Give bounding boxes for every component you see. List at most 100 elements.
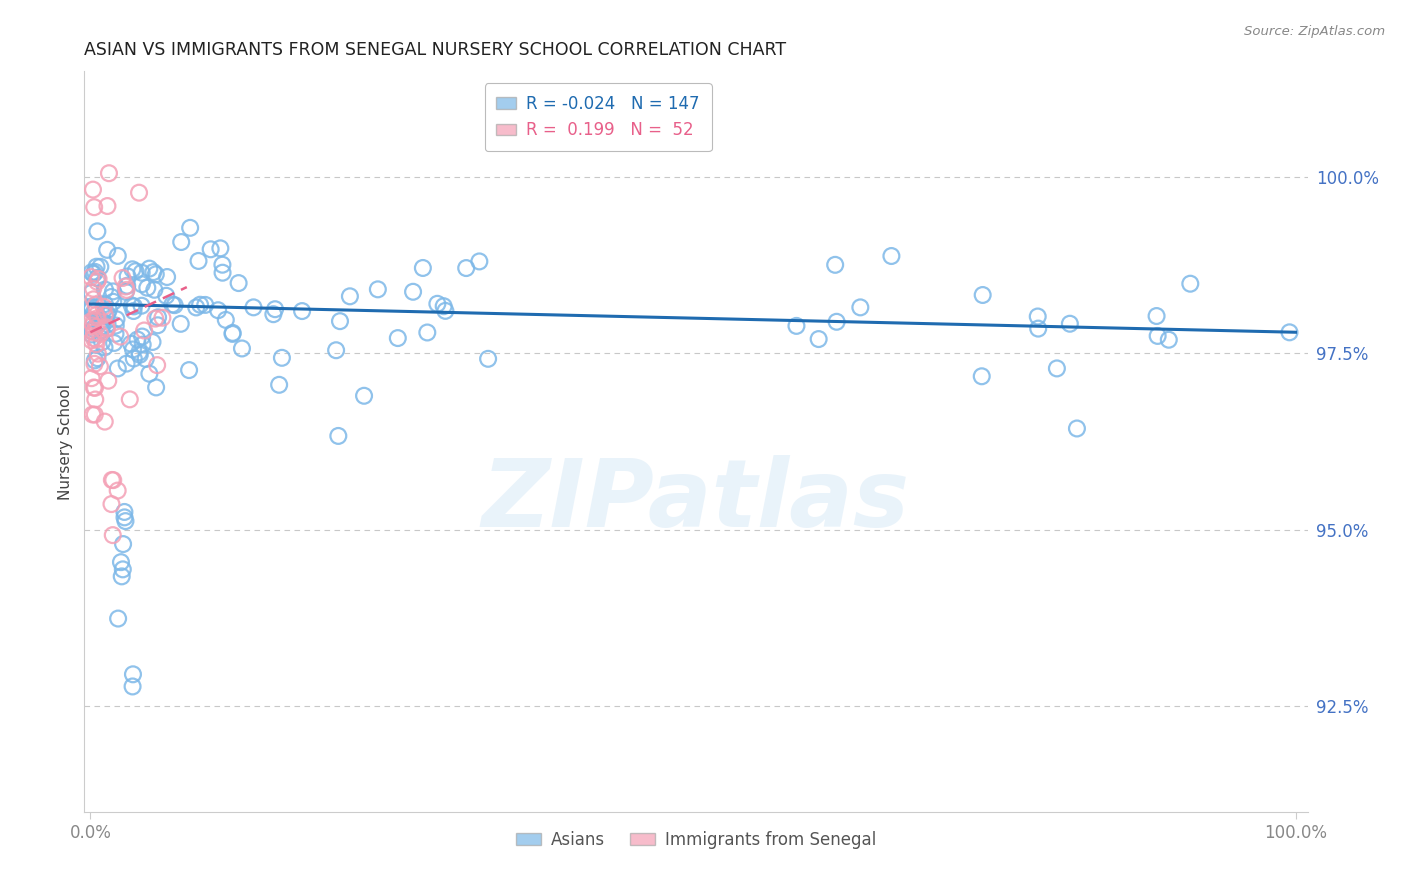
Point (83, 305, 105, 319)
Point (96, 322, 118, 336)
Point (264, 302, 287, 317)
Point (94, 297, 117, 311)
Point (143, 311, 166, 326)
Point (114, 279, 136, 293)
Point (426, 297, 449, 311)
Point (80, 285, 103, 300)
Point (94, 415, 117, 429)
Text: ZIPatlas: ZIPatlas (482, 455, 910, 547)
Point (402, 285, 425, 299)
Point (100, 497, 122, 511)
Point (86, 319, 108, 334)
Point (200, 242, 222, 256)
Point (115, 285, 138, 299)
Point (89, 359, 111, 374)
Point (111, 562, 134, 576)
Point (91, 314, 114, 328)
Point (107, 361, 129, 376)
Point (122, 299, 145, 313)
Point (90, 319, 112, 334)
Point (146, 358, 169, 372)
Point (86, 311, 108, 326)
Point (86, 275, 108, 289)
Point (93, 308, 115, 322)
Point (1278, 326, 1301, 340)
Text: Source: ZipAtlas.com: Source: ZipAtlas.com (1244, 25, 1385, 38)
Point (412, 260, 434, 275)
Point (128, 186, 150, 200)
Point (82, 282, 104, 296)
Point (83, 331, 105, 345)
Point (456, 261, 478, 276)
Point (103, 294, 125, 309)
Point (83, 353, 105, 368)
Point (142, 265, 165, 279)
Y-axis label: Nursery School: Nursery School (58, 384, 73, 500)
Point (115, 357, 138, 371)
Point (170, 317, 193, 331)
Point (179, 220, 201, 235)
Point (93, 340, 115, 354)
Point (96, 320, 118, 334)
Point (145, 268, 167, 282)
Point (207, 303, 229, 318)
Point (80, 314, 103, 328)
Point (80, 302, 103, 317)
Point (82, 321, 104, 335)
Point (785, 318, 807, 333)
Point (98, 166, 121, 180)
Point (1026, 310, 1049, 324)
Point (128, 348, 150, 362)
Point (163, 298, 186, 312)
Point (162, 297, 184, 311)
Point (211, 266, 233, 280)
Point (93, 300, 115, 314)
Point (103, 473, 125, 487)
Point (107, 483, 129, 498)
Point (1180, 277, 1202, 291)
Point (1157, 333, 1180, 347)
Point (91, 334, 114, 349)
Point (83, 200, 105, 214)
Point (138, 261, 160, 276)
Point (121, 299, 143, 313)
Point (124, 264, 146, 278)
Point (1046, 361, 1069, 376)
Point (86, 270, 108, 285)
Point (114, 510, 136, 524)
Point (82, 408, 104, 422)
Point (80, 270, 103, 285)
Point (242, 301, 264, 315)
Point (107, 611, 129, 625)
Point (83, 267, 105, 281)
Point (86, 351, 108, 366)
Point (807, 332, 830, 346)
Point (117, 269, 139, 284)
Point (186, 301, 208, 315)
Point (849, 301, 872, 315)
Point (114, 514, 136, 528)
Point (271, 351, 294, 365)
Point (89, 327, 111, 342)
Point (1059, 317, 1081, 331)
Point (80, 371, 103, 385)
Point (122, 304, 145, 318)
Point (156, 270, 179, 285)
Point (103, 335, 125, 350)
Point (104, 318, 127, 333)
Point (170, 235, 193, 249)
Point (146, 318, 169, 333)
Point (136, 281, 159, 295)
Point (134, 324, 156, 338)
Point (115, 283, 138, 297)
Point (1146, 309, 1168, 323)
Point (269, 377, 291, 392)
Point (262, 307, 284, 321)
Point (89, 260, 111, 274)
Point (96, 199, 118, 213)
Point (143, 283, 166, 297)
Point (84, 265, 107, 279)
Point (87, 272, 110, 286)
Point (150, 310, 173, 325)
Point (84, 298, 107, 312)
